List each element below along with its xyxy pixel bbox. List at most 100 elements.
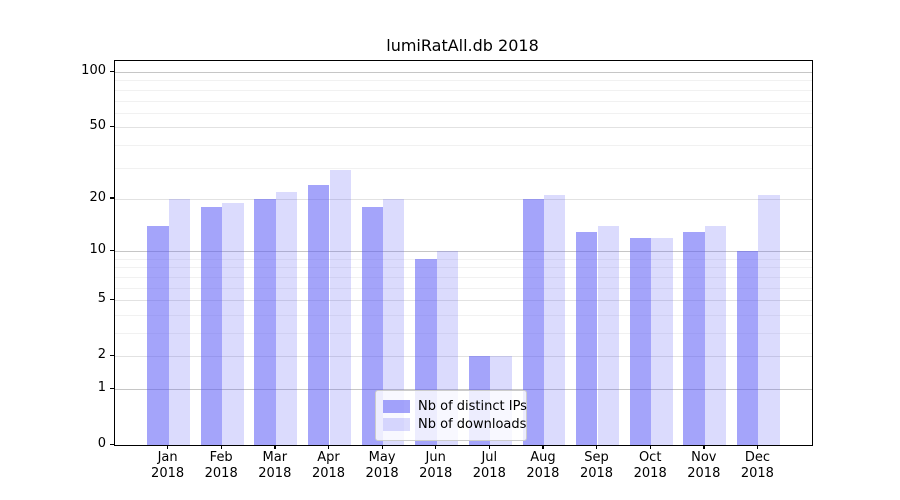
minor-gridline <box>115 112 812 114</box>
x-tick-mark <box>328 445 330 449</box>
legend-swatch-downloads <box>383 418 410 431</box>
x-tick-label-sep: Sep 2018 <box>567 450 627 482</box>
x-tick-month: Jul <box>481 450 498 465</box>
x-tick-label-jul: Jul 2018 <box>459 450 519 482</box>
y-tick-label: 100 <box>81 63 106 78</box>
x-tick-mark <box>756 445 759 449</box>
legend-row-distinct-ips: Nb of distinct IPs <box>383 399 527 414</box>
minor-gridline <box>115 80 812 82</box>
minor-gridline <box>115 89 812 91</box>
x-tick-month: Apr <box>317 450 340 465</box>
gridline-y-20 <box>115 198 812 200</box>
bar-downloads-oct <box>651 237 673 445</box>
x-tick-month: Dec <box>744 450 770 465</box>
y-tick-mark <box>110 197 114 199</box>
bar-ips-feb <box>200 207 223 445</box>
x-tick-mark <box>167 445 169 449</box>
minor-gridline <box>115 100 812 102</box>
legend-label-downloads: Nb of downloads <box>418 417 527 432</box>
x-tick-month: May <box>368 450 396 465</box>
x-tick-mark <box>596 445 598 449</box>
y-tick-mark <box>110 387 114 389</box>
bar-ips-apr <box>308 184 330 445</box>
y-tick-label: 10 <box>89 242 106 258</box>
bar-downloads-dec <box>758 195 780 445</box>
x-tick-year: 2018 <box>151 466 185 481</box>
bar-ips-mar <box>254 198 276 445</box>
legend-swatch-distinct-ips <box>383 400 410 413</box>
x-tick-year: 2018 <box>579 466 614 481</box>
chart-title: lumiRatAll.db 2018 <box>386 36 539 55</box>
bar-ips-sep <box>576 231 598 445</box>
x-tick-year: 2018 <box>419 466 453 481</box>
x-tick-label-jan: Jan 2018 <box>138 450 198 482</box>
gridline-y-100 <box>115 72 812 73</box>
y-tick-label: 20 <box>89 189 106 205</box>
x-tick-month: Oct <box>638 450 662 465</box>
y-tick-label: 0 <box>97 436 106 451</box>
x-tick-mark <box>274 445 276 449</box>
y-tick-mark <box>110 443 114 445</box>
minor-gridline <box>115 267 812 269</box>
x-tick-mark <box>488 445 491 449</box>
x-tick-mark <box>220 445 222 449</box>
x-tick-label-may: May 2018 <box>352 450 412 482</box>
minor-gridline <box>115 333 812 334</box>
x-tick-year: 2018 <box>258 466 292 481</box>
x-tick-mark <box>703 445 705 449</box>
minor-gridline <box>115 276 812 278</box>
bar-ips-may <box>361 207 383 445</box>
bar-ips-aug <box>522 198 544 445</box>
minor-gridline <box>115 167 812 169</box>
x-tick-year: 2018 <box>311 466 346 481</box>
legend: Nb of distinct IPs Nb of downloads <box>375 390 527 441</box>
x-tick-year: 2018 <box>633 466 667 481</box>
gridline-y-50 <box>115 127 812 129</box>
y-tick-mark <box>110 125 114 127</box>
x-tick-year: 2018 <box>740 466 774 481</box>
x-tick-label-nov: Nov 2018 <box>674 450 734 482</box>
x-tick-mark <box>381 445 383 449</box>
minor-gridline <box>115 144 812 146</box>
bar-ips-jan <box>147 226 169 445</box>
minor-gridline <box>115 287 812 289</box>
bar-ips-oct <box>629 237 652 445</box>
y-tick-label: 5 <box>97 291 106 307</box>
legend-row-downloads: Nb of downloads <box>383 417 526 432</box>
bar-downloads-may <box>383 198 405 445</box>
x-tick-label-dec: Dec 2018 <box>727 450 787 482</box>
x-tick-label-feb: Feb 2018 <box>191 450 251 482</box>
x-tick-label-oct: Oct 2018 <box>620 450 680 482</box>
x-tick-label-apr: Apr 2018 <box>299 450 359 482</box>
y-tick-mark <box>110 249 114 251</box>
bar-ips-nov <box>683 231 705 445</box>
bar-downloads-apr <box>329 170 351 445</box>
x-tick-month: Mar <box>262 450 288 465</box>
minor-gridline <box>115 314 812 316</box>
bar-downloads-nov <box>704 226 727 445</box>
x-tick-year: 2018 <box>472 466 506 481</box>
legend-label-distinct-ips: Nb of distinct IPs <box>418 399 527 414</box>
gridline-y-5 <box>115 300 812 302</box>
plot-area <box>114 60 813 446</box>
x-tick-mark <box>542 445 544 449</box>
gridline-y-1 <box>115 389 812 390</box>
bar-downloads-sep <box>597 226 619 445</box>
y-tick-mark <box>110 354 114 356</box>
y-tick-label: 50 <box>89 118 106 134</box>
x-tick-month: Feb <box>209 450 233 465</box>
x-tick-year: 2018 <box>526 466 560 481</box>
gridline-y-10 <box>115 251 812 253</box>
x-tick-month: Jun <box>425 450 446 465</box>
x-tick-month: Aug <box>530 450 556 465</box>
x-tick-label-mar: Mar 2018 <box>245 450 305 482</box>
x-tick-month: Nov <box>691 450 717 465</box>
gridline-y-2 <box>115 356 812 358</box>
x-tick-label-jun: Jun 2018 <box>406 450 466 482</box>
x-tick-mark <box>435 445 437 449</box>
x-tick-year: 2018 <box>365 466 399 481</box>
x-tick-month: Jan <box>157 450 178 465</box>
bar-downloads-feb <box>222 202 244 445</box>
bar-downloads-aug <box>543 195 566 445</box>
